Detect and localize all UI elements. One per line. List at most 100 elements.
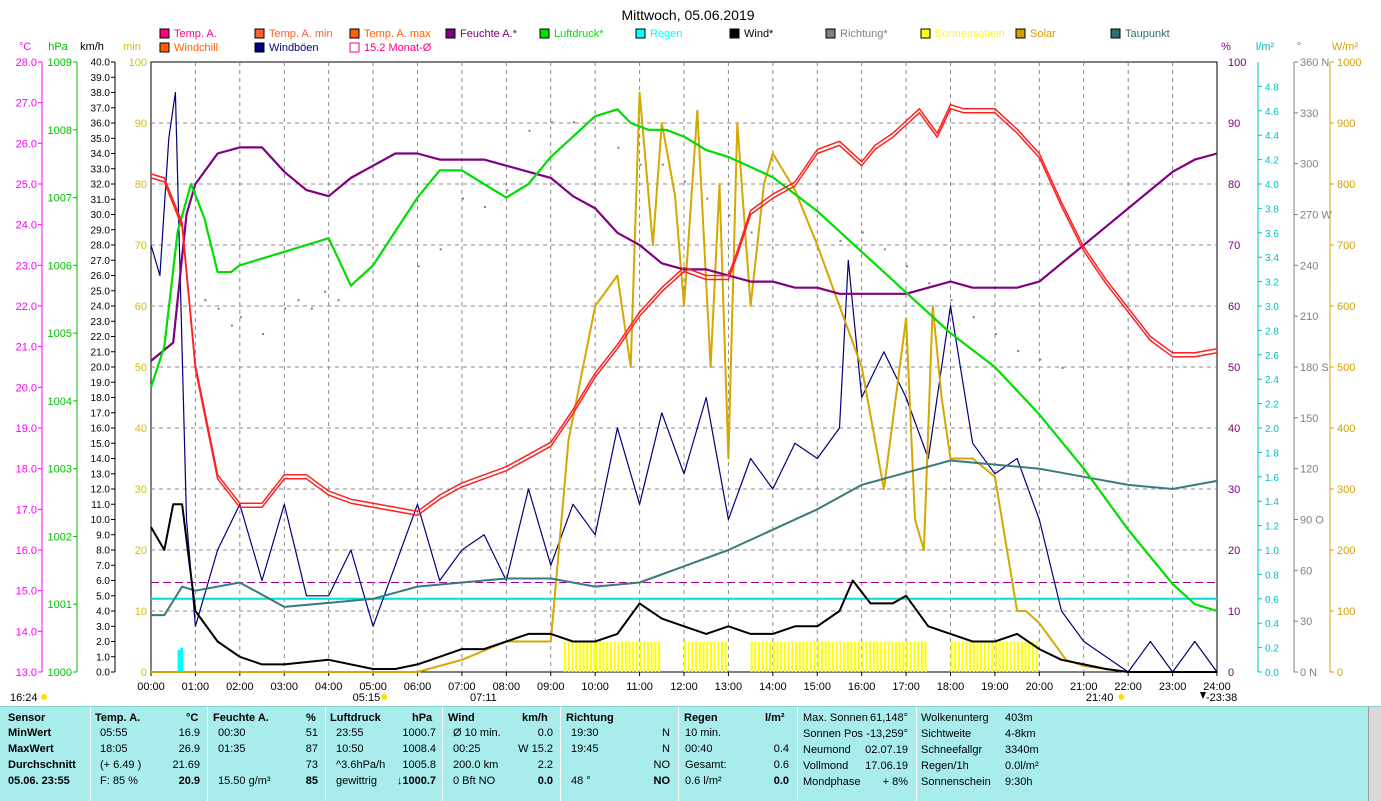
pressure-tick: 1005: [48, 328, 72, 340]
wind-tick: 13.0: [91, 469, 111, 480]
sunshine-bar: [706, 641, 709, 672]
direction-point: [972, 316, 975, 319]
rain-tick: 0.8: [1265, 570, 1279, 581]
x-tick: 19:00: [981, 681, 1009, 693]
direction-tick: 60: [1300, 565, 1312, 577]
wind-tick: 27.0: [91, 256, 111, 267]
noon-label: 07:11: [470, 692, 497, 704]
wind-tick: 31.0: [91, 195, 111, 206]
legend-label: Windböen: [269, 42, 319, 54]
sunshine-bar: [883, 641, 886, 672]
direction-point: [1017, 350, 1020, 353]
stat-hum-v: 73: [305, 759, 318, 771]
stat-hum-v: 51: [305, 727, 318, 739]
sunshine-bar: [835, 641, 838, 672]
direction-tick: 90 O: [1300, 515, 1324, 527]
wind-tick: 36.0: [91, 119, 111, 130]
stat-wind-t: 200.0 km: [453, 759, 499, 771]
pressure-tick: 1006: [48, 260, 72, 272]
sunshine-bar: [843, 641, 846, 672]
sunshine-bar: [954, 641, 957, 672]
minutes-tick: 70: [135, 240, 147, 252]
sun-markers: 16:24 05:15 07:11 21:40 -23:38: [10, 692, 1237, 704]
sunshine-bar: [702, 641, 705, 672]
sunshine-bar: [846, 641, 849, 672]
scrollbar[interactable]: [1368, 707, 1381, 801]
sunshine-bar: [983, 641, 986, 672]
wind-tick: 8.0: [96, 546, 110, 557]
stat-wind-v: 0.0: [537, 775, 553, 787]
sunshine-bar: [567, 641, 570, 672]
direction-point: [839, 239, 842, 242]
rain-tick: 0.0: [1265, 668, 1279, 679]
sunshine-bar: [980, 641, 983, 672]
pressure-tick: 1001: [48, 599, 72, 611]
stat-hum-t: 15.50 g/m³: [218, 775, 271, 787]
wind-tick: 4.0: [96, 607, 110, 618]
solar-tick: 400: [1337, 423, 1355, 435]
axis-headers: °C hPa km/h min% l/m² ° W/m²: [19, 41, 1359, 53]
stat-wind-t: 0 Bft NO: [453, 775, 496, 787]
rain-tick: 3.4: [1265, 253, 1279, 264]
stat-dir-v: NO: [653, 759, 671, 771]
rain-tick: 0.2: [1265, 644, 1279, 655]
sunshine-bar: [586, 641, 589, 672]
sunshine-bar: [1002, 641, 1005, 672]
direction-point: [284, 307, 287, 310]
direction-point: [728, 214, 731, 217]
humidity-tick: 20: [1228, 545, 1240, 557]
direction-point: [906, 265, 909, 268]
pressure-tick: 1008: [48, 125, 72, 137]
rain-tick: 2.4: [1265, 375, 1279, 386]
stat-dir-v: N: [662, 727, 670, 739]
sunshine-bar: [909, 641, 912, 672]
rain-tick: 0.6: [1265, 595, 1279, 606]
legend-swatch: [635, 28, 646, 39]
sunshine-bar: [1009, 641, 1012, 672]
stat-label: 05.06. 23:55: [8, 775, 70, 787]
direction-point: [230, 324, 233, 327]
sunshine-bar: [887, 641, 890, 672]
direction-tick: 120: [1300, 464, 1318, 476]
sunshine-bar: [891, 641, 894, 672]
sunshine-bar: [828, 641, 831, 672]
temp-tick: 15.0: [16, 586, 37, 598]
header-press: Luftdruck: [330, 712, 381, 724]
series-feuchtea: [150, 146, 1218, 362]
rain-tick: 1.2: [1265, 522, 1279, 533]
wind-tick: 35.0: [91, 134, 111, 145]
direction-point: [661, 163, 664, 166]
wind-tick: 28.0: [91, 241, 111, 252]
stat-dir-v: NO: [653, 775, 671, 787]
temp-tick: 27.0: [16, 98, 37, 110]
solar-tick: 800: [1337, 179, 1355, 191]
header-wind: Wind: [448, 712, 475, 724]
temp-tick: 14.0: [16, 626, 37, 638]
sunrise-label: 05:15: [353, 692, 381, 704]
sunshine-bar: [713, 641, 716, 672]
humidity-tick: 60: [1228, 301, 1240, 313]
minutes-tick: 20: [135, 545, 147, 557]
axis-unit-label: °: [1297, 41, 1301, 53]
x-tick: 12:00: [670, 681, 698, 693]
sunshine-bar: [991, 641, 994, 672]
sunshine-bar: [987, 641, 990, 672]
sunshine-bar: [913, 641, 916, 672]
right-axes: 0 10 20 30 40 50 60 70 80 90 100 0.0 0.2 0.4 0.6 0.8 1.0…: [1228, 57, 1361, 679]
sunshine-bar: [969, 641, 971, 672]
wind-tick: 19.0: [91, 378, 111, 389]
sunshine-bar: [717, 641, 720, 672]
solar-tick: 300: [1337, 484, 1355, 496]
astro-value: + 8%: [882, 776, 908, 788]
misc-key: Sichtweite: [921, 728, 972, 740]
stat-label: MinWert: [8, 727, 52, 739]
x-tick: 03:00: [270, 681, 298, 693]
sunshine-bar: [772, 641, 775, 672]
x-tick: 11:00: [626, 681, 653, 693]
pressure-tick: 1007: [48, 193, 72, 205]
x-tick: 24:00: [1203, 681, 1231, 693]
stat-hum-t: 00:30: [218, 727, 246, 739]
wind-tick: 22.0: [91, 332, 111, 343]
stats-panel: Sensor Temp. A. °C Feuchte A. % Luftdruc…: [0, 706, 1381, 801]
direction-tick: 240: [1300, 260, 1318, 272]
